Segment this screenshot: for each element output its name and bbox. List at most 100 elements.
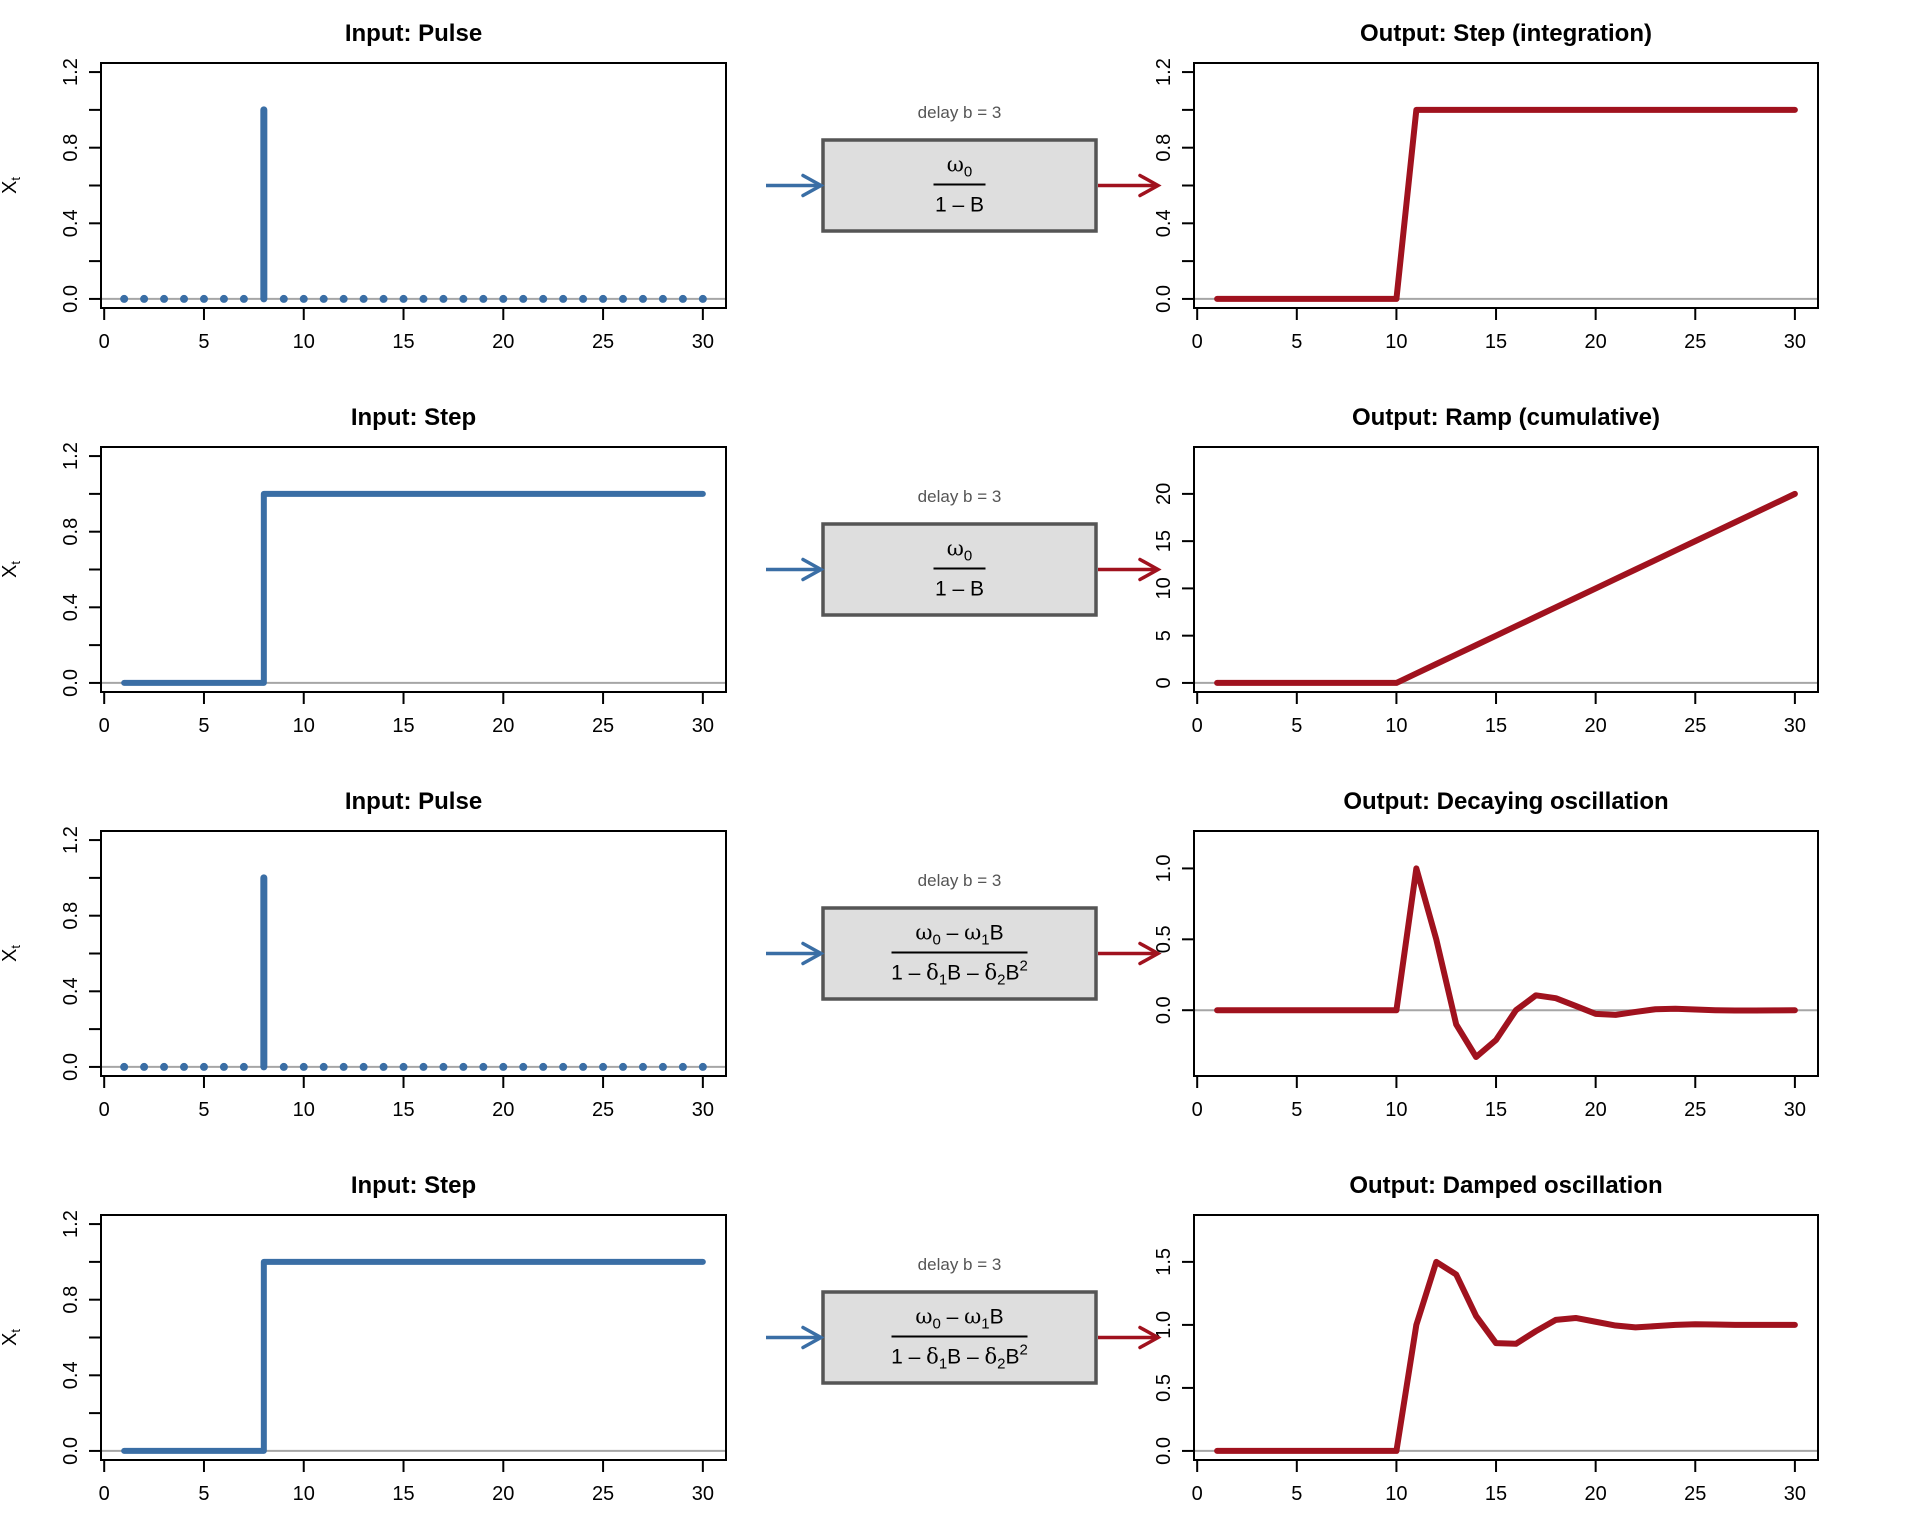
data-point xyxy=(1613,107,1619,113)
data-point xyxy=(1453,107,1459,113)
x-tick-label: 30 xyxy=(1784,331,1806,353)
data-point xyxy=(1633,107,1639,113)
data-point xyxy=(1652,1006,1658,1012)
arrow-head xyxy=(1138,1325,1162,1350)
data-point xyxy=(1513,1007,1519,1013)
data-point xyxy=(180,294,189,303)
data-point xyxy=(599,1062,608,1071)
x-tick-label: 30 xyxy=(692,1483,714,1505)
x-axis: 0 5 10 15 20 25 30 xyxy=(1192,1075,1806,1121)
y-tick-label: 0.4 xyxy=(1153,209,1175,237)
output-arrow-icon xyxy=(1098,173,1162,198)
data-point xyxy=(199,1062,208,1071)
data-point xyxy=(279,294,288,303)
data-point xyxy=(1652,1323,1658,1329)
arrow-head xyxy=(801,941,825,966)
panel-row3-output: Output: Decaying oscillation 0 5 10 15 20 25 30… xyxy=(1153,788,1819,1121)
y-axis-label-subscript: t xyxy=(8,1329,23,1333)
data-point xyxy=(1752,510,1758,516)
x-tick-label: 25 xyxy=(1684,1483,1706,1505)
data-point xyxy=(1672,548,1678,554)
formula-text: B xyxy=(990,922,1004,945)
y-tick-label: 1.2 xyxy=(60,826,82,854)
transfer-numerator: ω0 xyxy=(947,153,972,181)
subscript: 1 xyxy=(939,972,947,989)
data-point xyxy=(1373,1448,1379,1454)
data-point xyxy=(559,1062,568,1071)
panel-row4-input: Input: Step 0 5 10 15 20 25 30 0.0 0.4 0.8 1.2 Xt xyxy=(0,1172,727,1505)
data-point xyxy=(479,1062,488,1071)
y-tick-label: 1.2 xyxy=(1153,58,1175,86)
arrow-head xyxy=(801,557,825,582)
x-tick-label: 20 xyxy=(492,715,514,737)
y-axis-label-subscript: t xyxy=(8,945,23,949)
y-axis: 0.0 0.5 1.0 1.5 xyxy=(1153,1248,1195,1465)
data-point xyxy=(1473,1054,1479,1060)
data-point xyxy=(1633,567,1639,573)
transfer-function-block: delay b = 3 ω0 1 – B xyxy=(766,487,1162,617)
x-tick-label: 10 xyxy=(293,1483,315,1505)
formula-text: 1 – B xyxy=(935,578,984,601)
delay-label: delay b = 3 xyxy=(918,871,1002,890)
plot-frame xyxy=(100,446,727,693)
x-axis: 0 5 10 15 20 25 30 xyxy=(99,1075,714,1121)
x-tick-label: 30 xyxy=(1784,715,1806,737)
chart-title: Output: Damped oscillation xyxy=(1349,1172,1662,1199)
x-tick-label: 15 xyxy=(1485,331,1507,353)
plot-frame xyxy=(1193,1214,1819,1461)
superscript: 2 xyxy=(1020,1342,1028,1359)
y-axis-label-subscript: t xyxy=(8,561,23,565)
data-point xyxy=(359,294,368,303)
x-tick-label: 10 xyxy=(1385,1099,1407,1121)
data-point xyxy=(180,1062,189,1071)
y-axis: 0.0 0.4 0.8 1.2 xyxy=(1153,58,1195,313)
data-point xyxy=(1553,604,1559,610)
chart-title: Input: Step xyxy=(351,1172,476,1199)
y-tick-label: 0.0 xyxy=(60,669,82,697)
chart-title: Output: Decaying oscillation xyxy=(1343,788,1668,815)
data-point xyxy=(459,1062,468,1071)
y-tick-label: 10 xyxy=(1153,577,1175,599)
series-line xyxy=(121,490,706,686)
data-point xyxy=(1692,107,1698,113)
formula-text: B – xyxy=(947,962,984,985)
x-tick-label: 5 xyxy=(198,1483,209,1505)
transfer-denominator: 1 – δ1B – δ2B2 xyxy=(891,958,1028,989)
data-point xyxy=(1314,1448,1320,1454)
y-axis: 0 5 10 15 20 xyxy=(1153,483,1195,688)
data-point xyxy=(1593,1319,1599,1325)
data-point xyxy=(1274,1007,1280,1013)
data-point xyxy=(359,1062,368,1071)
data-point xyxy=(579,294,588,303)
x-tick-label: 5 xyxy=(1291,331,1302,353)
greek-symbol: ω xyxy=(947,537,964,561)
data-point xyxy=(419,294,428,303)
data-point xyxy=(1772,1322,1778,1328)
data-point xyxy=(559,294,568,303)
input-arrow-icon xyxy=(766,941,825,966)
y-axis: 0.0 0.4 0.8 1.2 xyxy=(60,58,102,313)
greek-symbol: δ xyxy=(926,1345,939,1369)
data-point xyxy=(1593,1011,1599,1017)
y-tick-label: 0.8 xyxy=(60,902,82,930)
data-point xyxy=(140,294,149,303)
data-point xyxy=(1473,1313,1479,1319)
greek-symbol: ω xyxy=(947,153,964,177)
y-tick-label: 1.2 xyxy=(60,58,82,86)
transfer-box xyxy=(821,522,1098,617)
data-point xyxy=(519,294,528,303)
data-point xyxy=(120,1062,129,1071)
data-point xyxy=(519,1062,528,1071)
output-arrow-icon xyxy=(1098,557,1162,582)
transfer-numerator: ω0 xyxy=(947,537,972,565)
y-axis: 0.0 0.4 0.8 1.2 xyxy=(60,826,102,1081)
x-tick-label: 0 xyxy=(1192,331,1203,353)
x-axis: 0 5 10 15 20 25 30 xyxy=(99,691,714,737)
data-point xyxy=(1214,296,1220,302)
data-point xyxy=(1533,992,1539,998)
series xyxy=(1214,490,1798,686)
x-tick-label: 0 xyxy=(99,1099,110,1121)
data-point xyxy=(1792,1322,1798,1328)
data-point xyxy=(299,294,308,303)
